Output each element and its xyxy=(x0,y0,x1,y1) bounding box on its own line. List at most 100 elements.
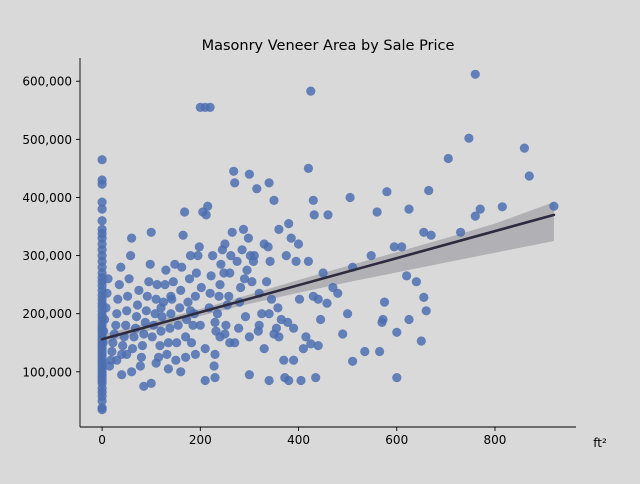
data-point xyxy=(168,277,178,287)
data-point xyxy=(205,102,215,112)
data-point xyxy=(245,251,255,261)
data-point xyxy=(524,171,534,181)
data-point xyxy=(101,303,111,313)
data-point xyxy=(360,346,370,357)
data-point xyxy=(224,291,234,301)
data-point xyxy=(345,192,355,203)
data-point xyxy=(208,251,218,261)
data-point xyxy=(244,370,254,380)
data-point xyxy=(265,256,275,266)
data-point xyxy=(237,245,247,255)
data-point xyxy=(293,239,304,249)
data-point xyxy=(266,294,277,304)
data-point xyxy=(404,204,414,214)
data-point xyxy=(298,344,308,354)
data-point xyxy=(176,367,186,377)
data-point xyxy=(141,306,151,316)
data-point xyxy=(163,364,173,374)
data-point xyxy=(122,306,132,316)
data-point xyxy=(252,184,262,194)
data-point xyxy=(244,169,254,179)
data-point xyxy=(276,314,286,325)
data-point xyxy=(214,291,224,301)
data-point xyxy=(322,298,332,308)
data-point xyxy=(226,251,236,261)
data-point xyxy=(281,251,291,261)
data-point xyxy=(97,204,107,214)
data-point xyxy=(97,155,107,165)
y-tick-label: 300,000 xyxy=(22,249,72,263)
data-point xyxy=(243,233,253,243)
data-point xyxy=(156,303,166,313)
trend-line-layer xyxy=(100,213,556,341)
data-point xyxy=(375,346,385,357)
data-point xyxy=(165,323,175,333)
data-point xyxy=(470,69,480,79)
data-point xyxy=(97,216,107,226)
data-point xyxy=(419,227,429,237)
data-point xyxy=(273,303,283,313)
data-point xyxy=(308,291,318,301)
data-point xyxy=(294,294,305,304)
data-point xyxy=(229,166,239,176)
data-point xyxy=(137,341,147,351)
data-point xyxy=(232,256,242,266)
data-point xyxy=(166,291,176,301)
data-point xyxy=(323,210,333,220)
data-point xyxy=(338,329,348,339)
y-ticks: 100,000 200,000 300,000 400,000 500,000 600,0… xyxy=(22,75,80,379)
data-point xyxy=(221,320,231,330)
data-point xyxy=(127,344,138,354)
data-point xyxy=(188,320,198,330)
data-point xyxy=(296,375,306,386)
data-point xyxy=(456,227,466,237)
data-point xyxy=(112,309,122,319)
data-point xyxy=(234,323,244,333)
data-point xyxy=(497,202,507,212)
data-point xyxy=(170,259,180,269)
data-point xyxy=(308,195,318,205)
data-point xyxy=(139,381,149,391)
data-point xyxy=(230,338,240,348)
data-point xyxy=(152,280,162,290)
data-point xyxy=(176,285,186,295)
data-point xyxy=(366,251,376,261)
data-point xyxy=(116,262,126,272)
data-point xyxy=(190,291,200,301)
data-point xyxy=(219,268,229,278)
data-point xyxy=(178,230,188,240)
x-axis-label: ft² xyxy=(593,436,607,450)
data-point xyxy=(181,332,191,342)
data-point xyxy=(131,312,142,322)
data-point xyxy=(134,285,144,295)
data-point xyxy=(98,338,108,348)
data-point xyxy=(313,341,323,351)
data-point xyxy=(549,201,559,211)
y-tick-label: 100,000 xyxy=(22,365,72,379)
data-point xyxy=(289,355,299,365)
data-point xyxy=(284,219,294,229)
data-point xyxy=(117,370,127,380)
data-point xyxy=(123,291,133,301)
data-point xyxy=(140,317,150,327)
x-tick-label: 800 xyxy=(484,433,507,447)
data-point xyxy=(377,317,387,327)
scatter-points xyxy=(97,69,559,415)
data-point xyxy=(191,268,201,278)
data-point xyxy=(424,185,434,196)
data-point xyxy=(185,251,196,261)
data-point xyxy=(111,320,121,330)
data-point xyxy=(419,292,429,302)
data-point xyxy=(402,271,412,281)
data-point xyxy=(97,405,107,415)
data-point xyxy=(118,341,128,351)
data-point xyxy=(470,211,480,221)
data-point xyxy=(147,332,157,342)
data-point xyxy=(97,197,107,207)
data-point xyxy=(156,326,166,336)
data-point xyxy=(163,338,173,348)
data-point xyxy=(217,245,227,255)
data-point xyxy=(135,361,145,371)
data-point xyxy=(212,309,223,319)
confidence-band-layer xyxy=(102,202,554,344)
